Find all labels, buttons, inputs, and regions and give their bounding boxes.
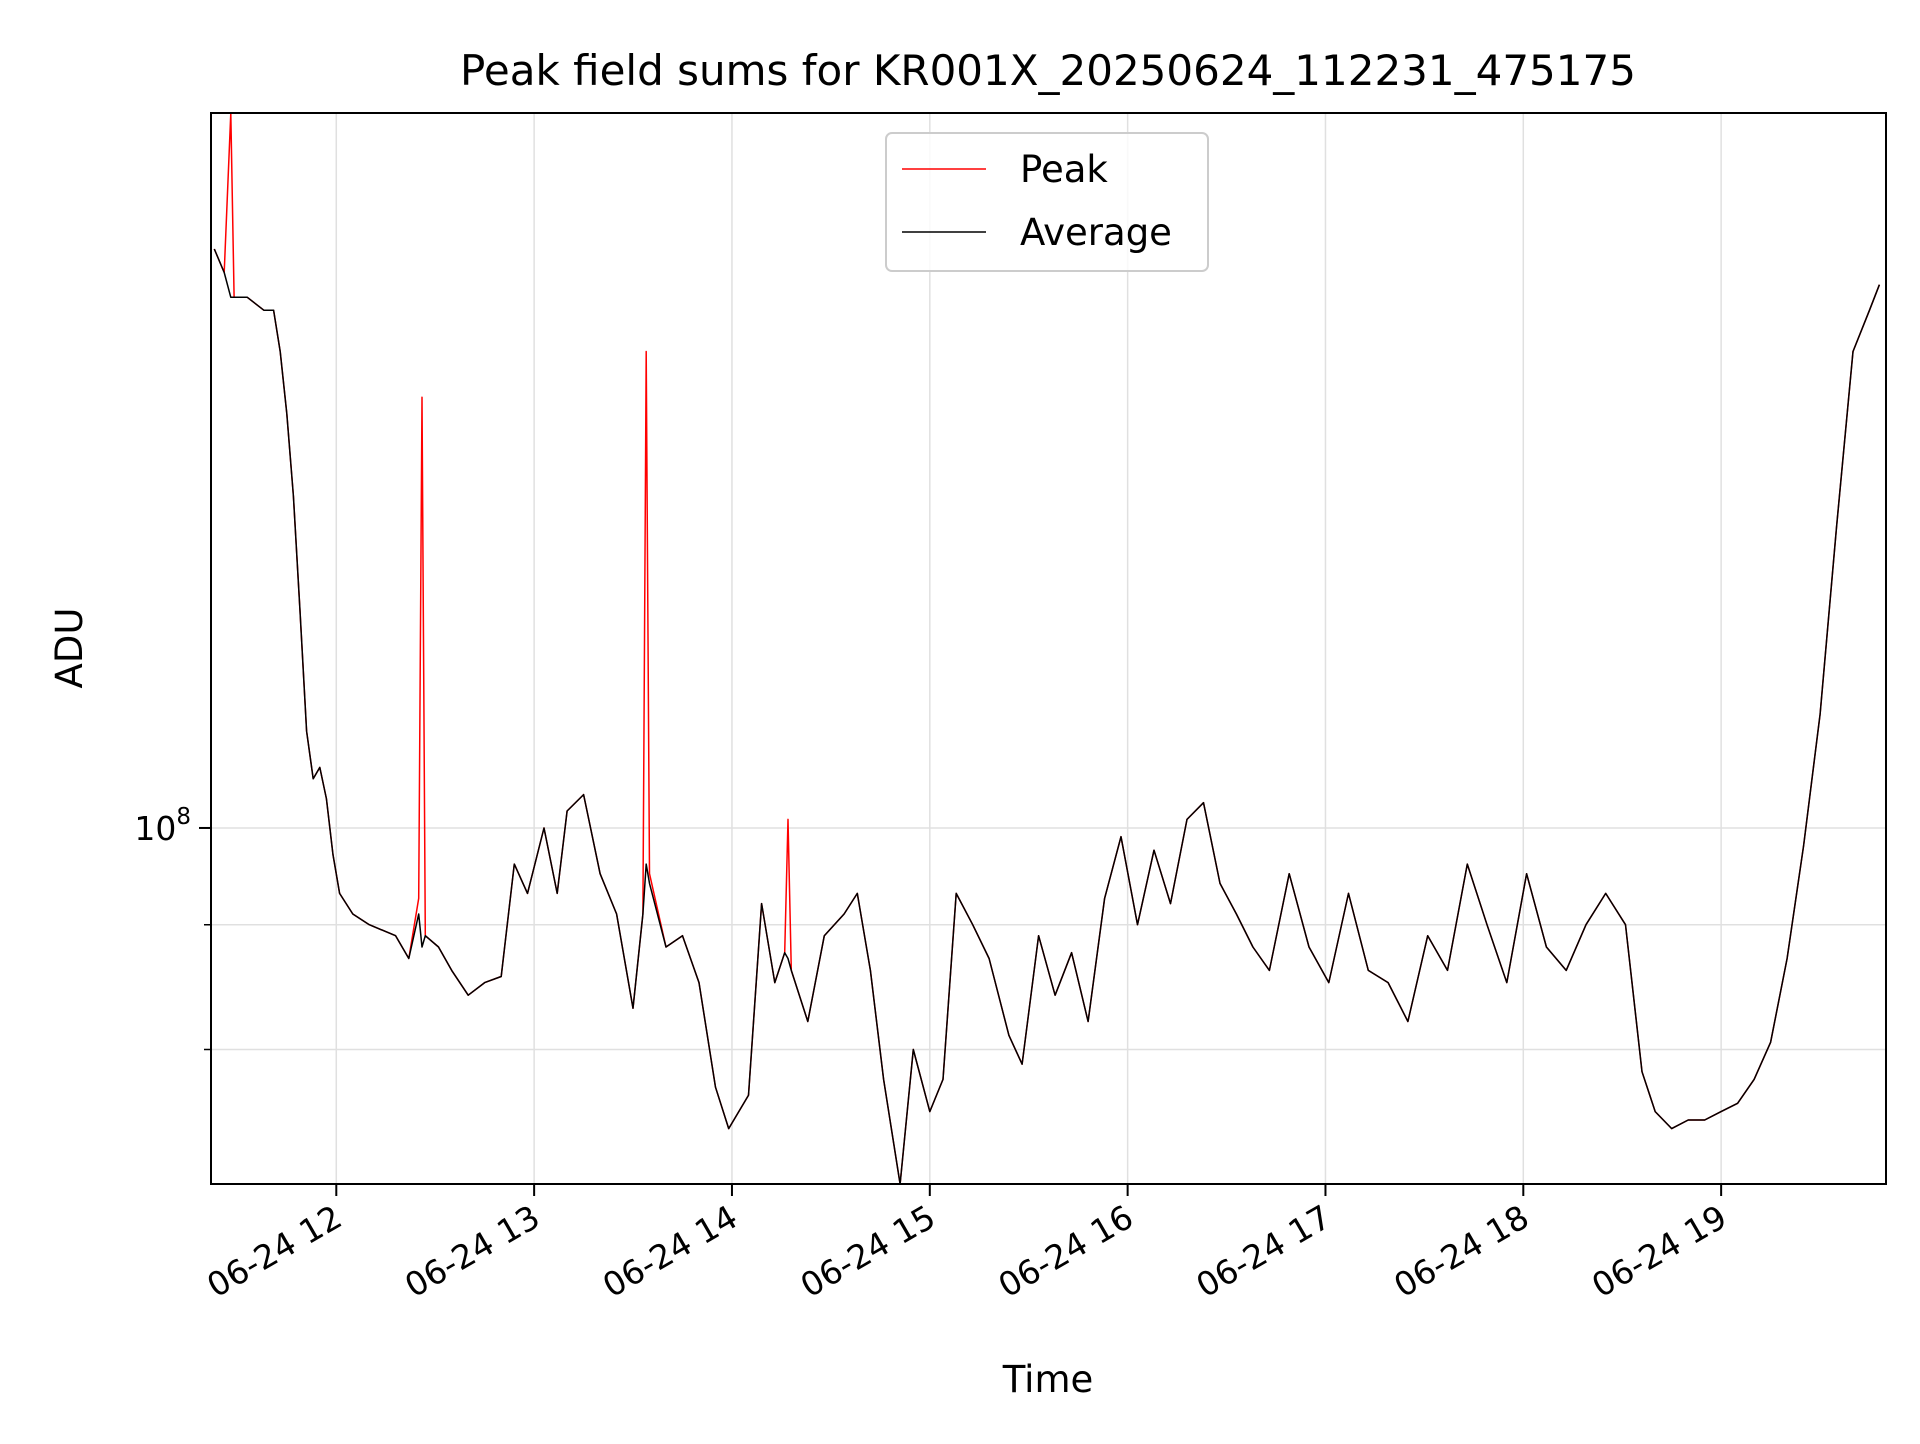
y-axis-ticks: 108 [134,804,211,1051]
axes-frame [210,112,1887,1185]
y-tick-label: 108 [134,804,191,848]
grid-lines [211,113,1886,1184]
legend-label-peak: Peak [1020,148,1108,191]
series-line-average [213,248,1881,1184]
series-lines [213,113,1881,1184]
legend: Peak Average [885,132,1209,272]
x-axis-label: Time [1002,1358,1094,1401]
plot-area [213,113,1881,1184]
legend-box [885,132,1209,272]
chart-title: Peak field sums for KR001X_20250624_1122… [460,46,1636,95]
legend-label-average: Average [1020,211,1172,254]
y-axis-label: ADU [48,608,91,689]
